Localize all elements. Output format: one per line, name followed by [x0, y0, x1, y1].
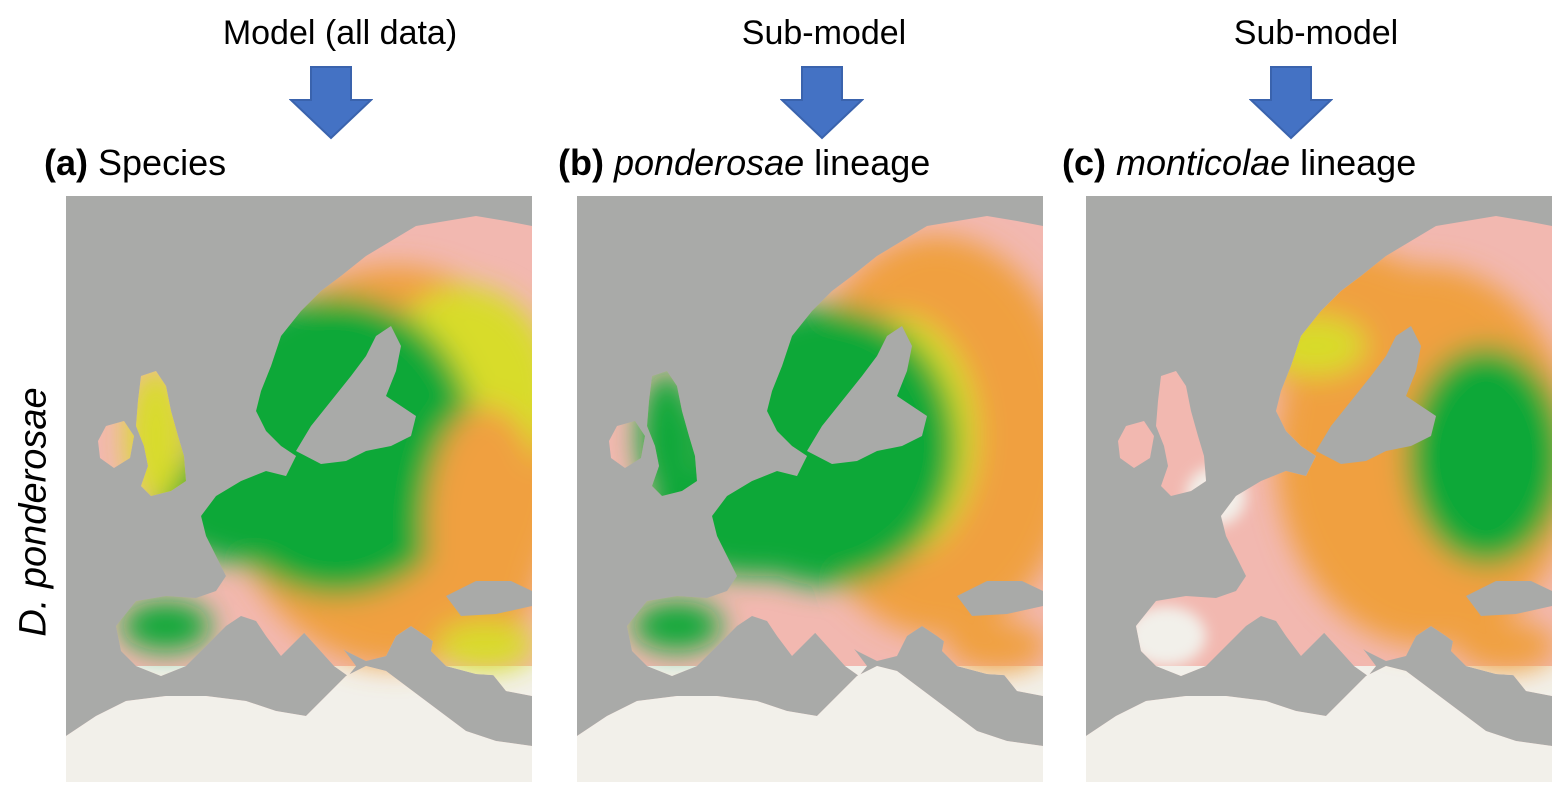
row-label: D. ponderosae	[4, 372, 64, 652]
map-panel-a	[66, 196, 532, 782]
baltic-sea	[1316, 326, 1436, 464]
map-panel-c	[1086, 196, 1552, 782]
black-sea	[957, 581, 1043, 616]
panel-title-text: lineage	[804, 142, 931, 183]
map-panel-b	[577, 196, 1043, 782]
panel-title-italic: monticolae	[1116, 142, 1291, 183]
down-arrow-icon	[289, 66, 373, 140]
black-sea	[446, 581, 532, 616]
column-header-c: Sub-model	[1233, 14, 1399, 52]
panel-title-italic: ponderosae	[613, 142, 805, 183]
panel-title-a: (a) Species	[44, 142, 226, 184]
panel-title-text: Species	[98, 142, 227, 183]
row-label-text: D. ponderosae	[12, 387, 55, 637]
panel-letter: (b)	[558, 142, 604, 183]
panel-title-text: lineage	[1290, 142, 1417, 183]
panel-letter: (c)	[1062, 142, 1106, 183]
panel-title-c: (c) monticolae lineage	[1062, 142, 1416, 184]
panel-title-b: (b) ponderosae lineage	[558, 142, 930, 184]
baltic-sea	[296, 326, 416, 464]
column-header-a: Model (all data)	[222, 14, 458, 52]
down-arrow-icon	[780, 66, 864, 140]
column-header-b: Sub-model	[741, 14, 907, 52]
down-arrow-icon	[1249, 66, 1333, 140]
black-sea	[1466, 581, 1552, 616]
baltic-sea	[807, 326, 927, 464]
panel-letter: (a)	[44, 142, 88, 183]
